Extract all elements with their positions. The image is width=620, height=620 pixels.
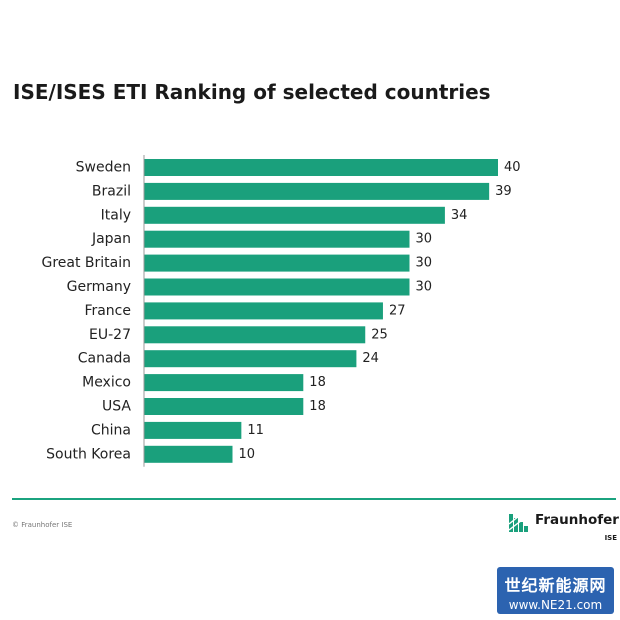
- bar: [144, 206, 445, 224]
- bar-value-label: 40: [504, 160, 521, 175]
- bar-value-label: 24: [362, 351, 379, 366]
- copyright-text: © Fraunhofer ISE: [12, 521, 73, 529]
- category-label: France: [84, 303, 131, 319]
- bar-value-label: 18: [309, 375, 326, 390]
- category-label: Mexico: [82, 375, 131, 391]
- category-label: Great Britain: [41, 255, 131, 271]
- bar: [144, 159, 498, 176]
- bar-value-label: 34: [451, 208, 468, 223]
- bar: [144, 254, 410, 272]
- category-label: USA: [102, 399, 131, 415]
- category-label: China: [91, 422, 131, 438]
- ne21-watermark[interactable]: 世纪新能源网 www.NE21.com: [497, 567, 614, 614]
- category-label: Japan: [91, 231, 131, 247]
- watermark-title: 世纪新能源网: [504, 576, 607, 595]
- category-label: Brazil: [92, 183, 131, 199]
- category-label: Canada: [78, 351, 131, 367]
- bar-value-label: 30: [416, 280, 433, 295]
- category-label: Italy: [101, 207, 131, 223]
- category-label: EU-27: [89, 327, 131, 343]
- chart-title: ISE/ISES ETI Ranking of selected countri…: [13, 80, 491, 104]
- bar-value-label: 11: [247, 423, 264, 438]
- bar-value-label: 27: [389, 303, 406, 318]
- footer-divider: [12, 498, 616, 500]
- bar: [144, 350, 357, 368]
- bar-value-label: 25: [371, 327, 388, 342]
- bar: [144, 445, 233, 463]
- bar: [144, 230, 410, 248]
- fraunhofer-logo-icon: [509, 512, 531, 532]
- bar-value-label: 30: [416, 232, 433, 247]
- logo-wordmark: Fraunhofer: [535, 512, 619, 528]
- fraunhofer-logo: Fraunhofer ISE: [509, 512, 619, 548]
- bar-value-label: 30: [416, 256, 433, 271]
- category-label: Sweden: [76, 160, 131, 176]
- bar: [144, 278, 410, 296]
- bar: [144, 302, 383, 320]
- bar-chart: Sweden 40 Brazil 39 Italy 34 Japan 30 Great Brit…: [41, 155, 521, 467]
- category-label: South Korea: [46, 446, 131, 462]
- category-label: Germany: [67, 279, 131, 295]
- bar: [144, 374, 304, 392]
- bar-value-label: 39: [495, 184, 512, 199]
- watermark-url[interactable]: www.NE21.com: [508, 598, 603, 612]
- bar-value-label: 18: [309, 399, 326, 414]
- bar-value-label: 10: [239, 447, 256, 462]
- logo-subtitle: ISE: [604, 534, 617, 542]
- bar: [144, 182, 490, 200]
- bar: [144, 398, 304, 415]
- bar: [144, 421, 242, 439]
- bar: [144, 326, 366, 344]
